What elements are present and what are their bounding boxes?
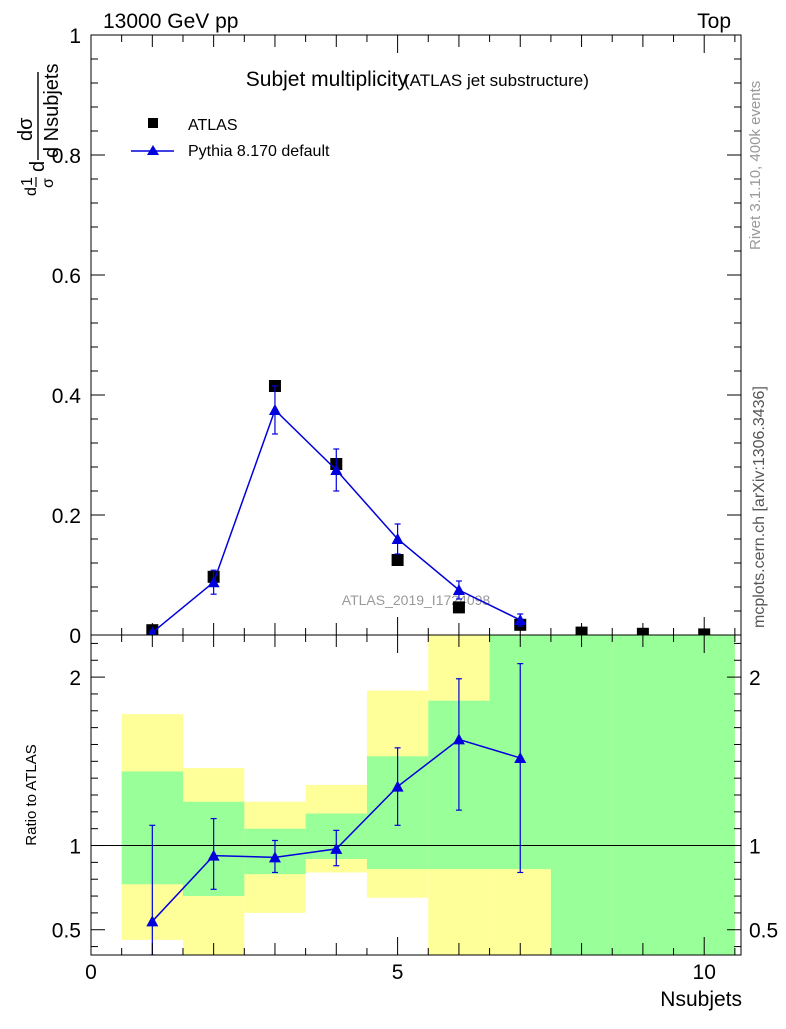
- pythia-data-point: [268, 404, 281, 415]
- main-y-axis-label: d 1 σ d dσ d Nsubjets: [15, 64, 63, 197]
- pythia-data-point: [147, 626, 157, 635]
- atlas-data-point: [391, 554, 404, 566]
- ratio-y-tick-label-right: 0.5: [749, 920, 778, 943]
- atlas-data-point: [575, 626, 588, 635]
- main-y-tick-label: 0.8: [52, 145, 81, 168]
- plot-subtitle: (ATLAS jet substructure): [404, 71, 589, 90]
- main-y-tick-label: 1: [69, 25, 81, 48]
- ratio-data-point: [146, 915, 159, 927]
- y-label-sigma: σ: [40, 178, 57, 188]
- ratio-x-tick-label: 10: [693, 961, 716, 984]
- ratio-plot: 0.5 0.5 1 1 2 2 0 5 10 Ratio to ATLAS Nsubjets: [23, 634, 778, 1011]
- main-ticks: 0 0.2 0.4 0.6 0.8 1: [52, 25, 741, 648]
- pythia-data-point: [391, 533, 404, 544]
- mcplots-label: mcplots.cern.ch [arXiv:1306.3436]: [751, 386, 768, 628]
- legend-label-pythia: Pythia 8.170 default: [188, 143, 330, 160]
- ratio-data-point: [452, 733, 465, 745]
- y-label-denominator: d Nsubjets: [41, 64, 63, 159]
- ratio-y-tick-label: 2: [69, 667, 81, 690]
- ratio-y-tick-label: 0.5: [52, 920, 81, 943]
- main-y-tick-label: 0.2: [52, 505, 81, 528]
- ratio-bands: [121, 635, 735, 955]
- y-label-d: d: [23, 187, 40, 196]
- main-data-layer: [146, 380, 711, 635]
- legend-label-atlas: ATLAS: [188, 117, 238, 134]
- legend: ATLAS Pythia 8.170 default: [131, 117, 330, 160]
- rivet-label: Rivet 3.1.10, 400k events: [747, 81, 764, 250]
- ratio-x-tick-label: 0: [85, 961, 97, 984]
- x-axis-label: Nsubjets: [660, 988, 742, 1011]
- ratio-data-point: [268, 851, 281, 863]
- pythia-data-point: [514, 614, 527, 625]
- y-label-d2: d: [27, 161, 49, 172]
- ratio-plot-frame: [90, 634, 742, 956]
- ratio-ticks: 0.5 0.5 1 1 2 2 0 5 10: [52, 635, 778, 984]
- main-y-tick-label: 0.4: [52, 385, 82, 408]
- ratio-y-tick-label-right: 1: [749, 836, 761, 859]
- ratio-y-label: Ratio to ATLAS: [23, 744, 40, 845]
- ratio-inner-band: [673, 635, 735, 955]
- ratio-x-tick-label: 5: [392, 961, 404, 984]
- y-label-one: 1: [19, 177, 36, 186]
- ratio-data-layer: [146, 663, 527, 955]
- ratio-data-point: [514, 751, 527, 763]
- ratio-data-point: [207, 849, 220, 861]
- legend-marker-atlas: [148, 118, 158, 128]
- process-label: Top: [697, 10, 731, 33]
- ratio-data-point: [330, 842, 343, 854]
- energy-label: 13000 GeV pp: [103, 10, 238, 33]
- ratio-y-tick-label-right: 2: [749, 667, 761, 690]
- ratio-inner-band: [550, 635, 613, 955]
- pythia-data-point: [207, 576, 220, 588]
- atlas-data-point: [452, 601, 465, 614]
- main-y-tick-label: 0.6: [52, 265, 81, 288]
- main-plot: 0 0.2 0.4 0.6 0.8 1 Subjet multiplicity (ATLA…: [52, 25, 742, 648]
- plot-title: Subjet multiplicity: [246, 68, 409, 91]
- atlas-data-point: [698, 628, 711, 635]
- ratio-inner-band: [612, 635, 674, 955]
- atlas-data-point: [636, 627, 649, 635]
- ratio-data-point: [391, 780, 404, 792]
- legend-marker-pythia: [147, 145, 159, 155]
- pythia-data-point: [330, 464, 343, 475]
- main-y-tick-label: 0: [69, 625, 81, 648]
- ratio-y-tick-label: 1: [69, 836, 81, 859]
- pythia-data-point: [452, 584, 465, 595]
- y-label-numerator: dσ: [15, 117, 37, 141]
